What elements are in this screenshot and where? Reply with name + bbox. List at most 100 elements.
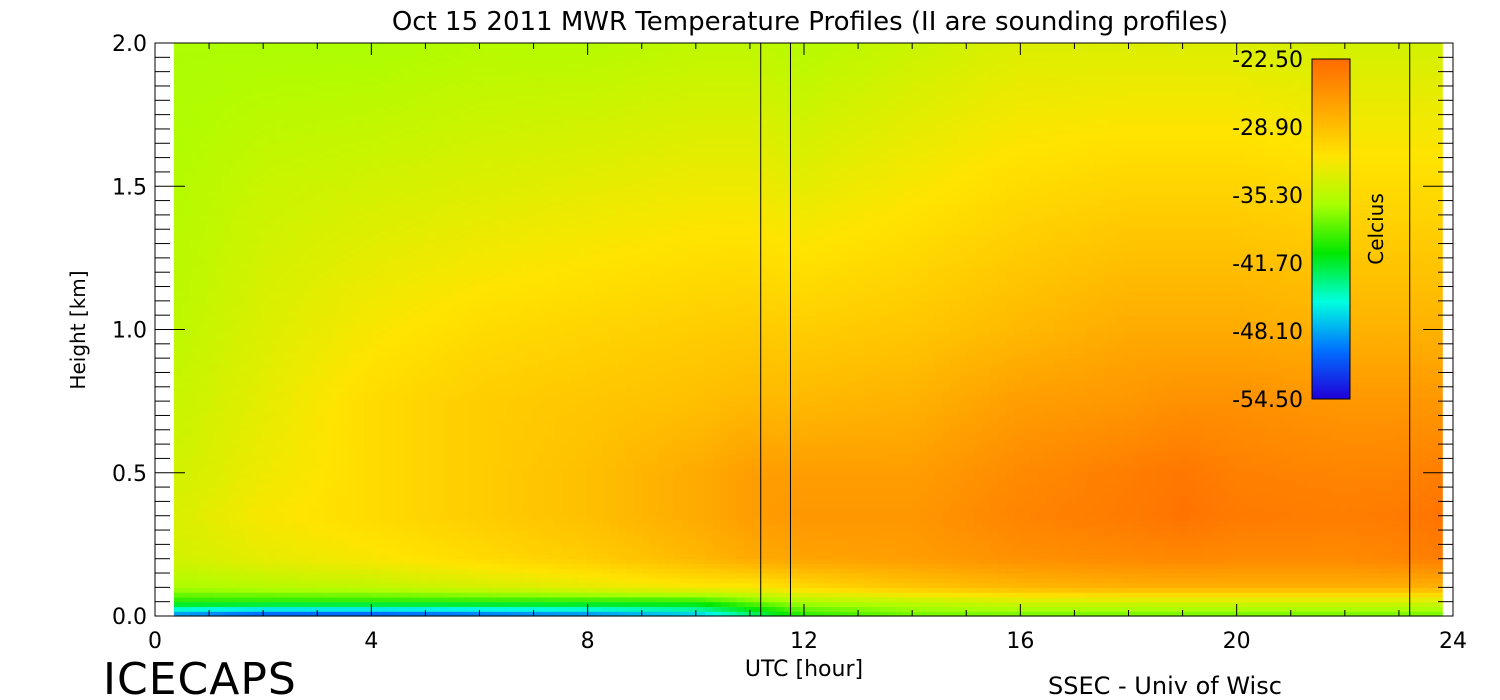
heatmap-cell	[300, 491, 310, 498]
heatmap-cell	[435, 105, 445, 111]
heatmap-cell	[308, 601, 318, 608]
heatmap-cell	[324, 358, 334, 364]
heatmap-cell	[197, 186, 207, 192]
heatmap-cell	[261, 171, 270, 178]
heatmap-cell	[324, 577, 334, 584]
heatmap-cell	[340, 133, 349, 140]
heatmap-cell	[435, 525, 445, 531]
heatmap-cell	[324, 334, 334, 340]
heatmap-cell	[308, 300, 318, 307]
heatmap-cell	[332, 109, 341, 116]
heatmap-cell	[237, 148, 246, 154]
heatmap-cell	[467, 520, 476, 526]
heatmap-cell	[403, 477, 413, 483]
heatmap-cell	[467, 76, 476, 82]
heatmap-cell	[324, 95, 334, 101]
heatmap-cell	[205, 171, 215, 178]
heatmap-cell	[221, 544, 231, 550]
heatmap-cell	[356, 458, 365, 464]
heatmap-cell	[229, 448, 238, 455]
heatmap-cell	[443, 410, 452, 417]
heatmap-cell	[364, 463, 373, 469]
heatmap-cell	[269, 181, 278, 187]
heatmap-cell	[300, 396, 310, 402]
heatmap-cell	[395, 382, 405, 388]
heatmap-cell	[253, 482, 262, 488]
heatmap-cell	[237, 286, 246, 292]
heatmap-cell	[380, 286, 389, 292]
heatmap-cell	[332, 477, 341, 483]
heatmap-cell	[427, 171, 437, 178]
heatmap-cell	[197, 181, 207, 187]
heatmap-cell	[490, 224, 500, 230]
heatmap-cell	[364, 305, 373, 311]
heatmap-cell	[213, 611, 223, 617]
heatmap-cell	[387, 448, 397, 455]
heatmap-cell	[380, 601, 389, 608]
heatmap-cell	[395, 410, 405, 417]
heatmap-cell	[213, 334, 223, 340]
heatmap-cell	[253, 520, 262, 526]
heatmap-cell	[189, 162, 199, 168]
heatmap-cell	[372, 506, 381, 512]
heatmap-cell	[387, 592, 397, 598]
heatmap-cell	[173, 382, 183, 388]
heatmap-cell	[372, 319, 381, 326]
heatmap-cell	[181, 319, 191, 326]
heatmap-cell	[197, 382, 207, 388]
heatmap-cell	[411, 391, 421, 397]
heatmap-cell	[356, 85, 365, 92]
heatmap-cell	[364, 549, 373, 555]
heatmap-cell	[205, 305, 215, 311]
heatmap-cell	[253, 439, 262, 445]
heatmap-cell	[403, 353, 413, 359]
heatmap-cell	[181, 334, 191, 340]
heatmap-cell	[372, 253, 381, 259]
heatmap-cell	[308, 128, 318, 135]
heatmap-cell	[364, 100, 373, 106]
heatmap-cell	[364, 487, 373, 493]
heatmap-cell	[245, 343, 254, 350]
heatmap-cell	[348, 405, 357, 412]
heatmap-cell	[364, 405, 373, 412]
heatmap-cell	[387, 167, 397, 173]
heatmap-cell	[475, 558, 484, 565]
heatmap-cell	[292, 425, 302, 431]
heatmap-cell	[419, 525, 429, 531]
heatmap-cell	[197, 563, 207, 569]
heatmap-cell	[237, 353, 246, 359]
heatmap-cell	[284, 611, 294, 617]
heatmap-cell	[276, 534, 286, 541]
heatmap-cell	[427, 200, 437, 206]
heatmap-cell	[483, 491, 492, 498]
heatmap-cell	[308, 200, 318, 206]
heatmap-cell	[229, 66, 238, 73]
heatmap-cell	[372, 410, 381, 417]
heatmap-cell	[332, 291, 341, 297]
heatmap-cell	[308, 205, 318, 211]
heatmap-cell	[372, 276, 381, 283]
heatmap-cell	[205, 577, 215, 584]
heatmap-cell	[356, 191, 365, 197]
heatmap-cell	[451, 410, 460, 417]
heatmap-cell	[380, 520, 389, 526]
heatmap-cell	[284, 310, 294, 316]
heatmap-cell	[189, 405, 199, 412]
heatmap-cell	[364, 262, 373, 269]
heatmap-cell	[443, 587, 452, 593]
heatmap-cell	[348, 429, 357, 436]
heatmap-cell	[372, 296, 381, 302]
heatmap-cell	[356, 105, 365, 111]
heatmap-cell	[205, 525, 215, 531]
heatmap-cell	[332, 544, 341, 550]
heatmap-cell	[419, 167, 429, 173]
heatmap-cell	[284, 234, 294, 240]
heatmap-cell	[419, 382, 429, 388]
heatmap-cell	[300, 319, 310, 326]
heatmap-cell	[324, 243, 334, 249]
heatmap-cell	[261, 81, 270, 87]
heatmap-cell	[451, 439, 460, 445]
heatmap-cell	[490, 267, 500, 273]
heatmap-cell	[443, 334, 452, 340]
heatmap-cell	[189, 262, 199, 269]
